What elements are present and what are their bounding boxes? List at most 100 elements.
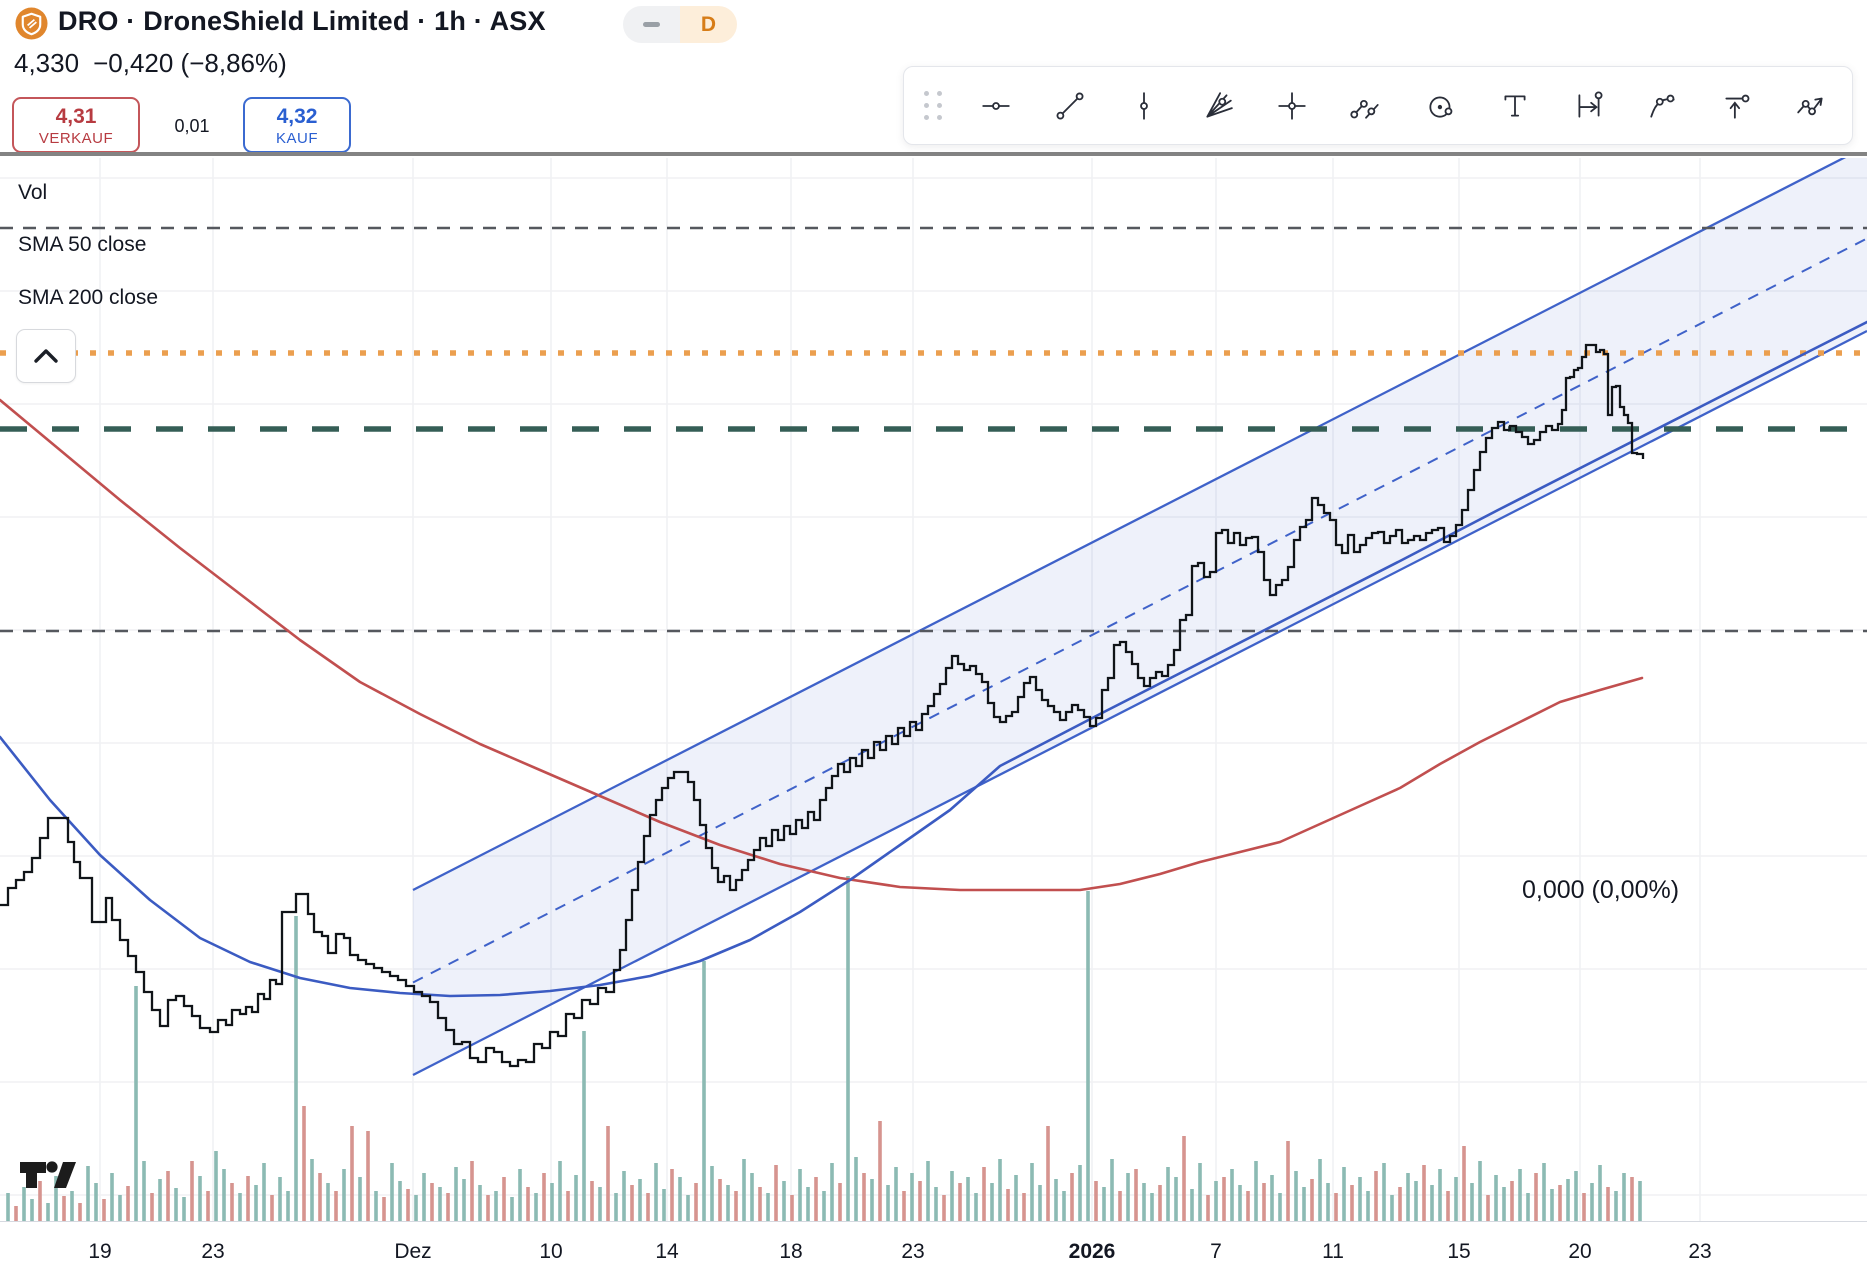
legend-sma200[interactable]: SMA 200 close	[18, 286, 159, 309]
volume-bar	[1510, 1181, 1514, 1221]
volume-bar	[38, 1181, 42, 1221]
volume-bar	[1222, 1177, 1226, 1221]
volume-bar	[1334, 1193, 1338, 1221]
volume-bar	[1118, 1191, 1122, 1221]
text-tool-button[interactable]	[1494, 85, 1536, 127]
trend-channel-lower-line[interactable]	[412, 329, 1867, 1077]
volume-bar	[646, 1193, 650, 1221]
volume-bar	[358, 1177, 362, 1221]
volume-bar	[134, 986, 138, 1221]
sma-50-line[interactable]	[0, 320, 1867, 998]
volume-bar	[174, 1188, 178, 1221]
legend-sma50[interactable]: SMA 50 close	[18, 233, 147, 256]
trend-line-tool-button[interactable]	[1049, 85, 1091, 127]
buy-button[interactable]: 4,32 KAUF	[243, 97, 351, 153]
x-axis-label: 10	[539, 1240, 563, 1263]
volume-bar	[350, 1126, 354, 1221]
volume-bar	[294, 916, 298, 1221]
volume-bar	[614, 1193, 618, 1221]
tradingview-logo[interactable]	[18, 1154, 84, 1196]
arrow-marker-tool-button[interactable]	[1716, 85, 1758, 127]
interval-button[interactable]: D	[680, 6, 737, 43]
forecast-zigzag-tool-button[interactable]	[1790, 85, 1832, 127]
volume-bar	[902, 1191, 906, 1221]
volume-bar	[822, 1191, 826, 1221]
volume-bar	[430, 1183, 434, 1221]
volume-bar	[22, 1187, 26, 1221]
curve-tool-button[interactable]	[1642, 85, 1684, 127]
date-range-tool-button[interactable]	[1568, 85, 1610, 127]
volume-bar	[102, 1199, 106, 1221]
volume-bar	[62, 1196, 66, 1221]
volume-bar	[1374, 1171, 1378, 1221]
volume-bar	[326, 1183, 330, 1221]
volume-bar	[846, 876, 850, 1221]
volume-bar	[318, 1173, 322, 1221]
x-axis-label: 14	[655, 1240, 679, 1263]
volume-bar	[1398, 1187, 1402, 1221]
buy-label: KAUF	[275, 130, 318, 147]
toolbar-drag-handle[interactable]	[924, 91, 943, 120]
volume-bar	[1542, 1163, 1546, 1221]
last-price: 4,330	[14, 48, 80, 78]
volume-bar	[854, 1157, 858, 1221]
cross-line-tool-button[interactable]	[1271, 85, 1313, 127]
volume-bar	[1454, 1177, 1458, 1221]
ray-fan-icon	[1206, 91, 1234, 118]
volume-bar	[958, 1183, 962, 1221]
volume-bar	[286, 1191, 290, 1221]
volume-bar	[1246, 1191, 1250, 1221]
volume-bar	[1446, 1191, 1450, 1221]
volume-bar	[158, 1179, 162, 1221]
volume-bar	[1390, 1195, 1394, 1221]
collapse-panel-button[interactable]	[16, 329, 76, 383]
price-line[interactable]	[0, 343, 1645, 1068]
trend-channel-mid-line[interactable]	[412, 237, 1867, 984]
collapse-interval-button[interactable]	[623, 6, 680, 43]
time-axis[interactable]: 19 23 Dez 10 14 18 23 2026 7 11 15 20 23	[0, 1221, 1867, 1280]
plot-area[interactable]	[0, 146, 1867, 1221]
volume-bar	[1518, 1169, 1522, 1221]
volume-bar	[590, 1181, 594, 1221]
volume-bar	[422, 1173, 426, 1221]
volume-bar	[150, 1193, 154, 1221]
volume-bar	[214, 1151, 218, 1221]
volume-bar	[230, 1183, 234, 1221]
legend-volume[interactable]: Vol	[18, 181, 48, 204]
volume-bar	[910, 1173, 914, 1221]
volume-bar	[6, 1193, 10, 1221]
volume-bar	[262, 1163, 266, 1221]
sma-200-line[interactable]	[0, 398, 1644, 892]
volume-bar	[1190, 1189, 1194, 1221]
sell-price: 4,31	[55, 105, 97, 128]
volume-bar	[198, 1176, 202, 1221]
volume-bar	[342, 1169, 346, 1221]
x-axis-label: 18	[779, 1240, 803, 1263]
volume-bar	[78, 1203, 82, 1221]
x-axis-label: 2026	[1068, 1240, 1116, 1263]
volume-bar	[894, 1167, 898, 1221]
price-change: −0,420 (−8,86%)	[93, 48, 287, 78]
volume-bar	[1630, 1177, 1634, 1221]
volume-bar	[1566, 1179, 1570, 1221]
horizontal-line-tool-button[interactable]	[975, 85, 1017, 127]
volume-bar	[838, 1183, 842, 1221]
indicator-value-label: 0,000 (0,00%)	[1522, 876, 1680, 904]
trend-channel-fill[interactable]	[413, 146, 1867, 1075]
volume-bar	[1158, 1185, 1162, 1221]
volume-bar	[734, 1191, 738, 1221]
vertical-line-tool-button[interactable]	[1123, 85, 1165, 127]
circle-tool-button[interactable]	[1420, 85, 1462, 127]
volume-bar	[110, 1173, 114, 1221]
volume-bar	[942, 1195, 946, 1221]
volume-bar	[310, 1159, 314, 1221]
ray-fan-tool-button[interactable]	[1197, 85, 1239, 127]
parallel-channel-tool-button[interactable]	[1345, 85, 1387, 127]
volume-bar	[1030, 1163, 1034, 1221]
trend-channel-upper-line[interactable]	[412, 146, 1867, 892]
sell-button[interactable]: 4,31 VERKAUF	[12, 97, 140, 153]
header-separator	[0, 152, 1867, 156]
symbol-title[interactable]: DRO · DroneShield Limited · 1h · ASX	[58, 6, 546, 36]
volume-bar	[694, 1183, 698, 1221]
